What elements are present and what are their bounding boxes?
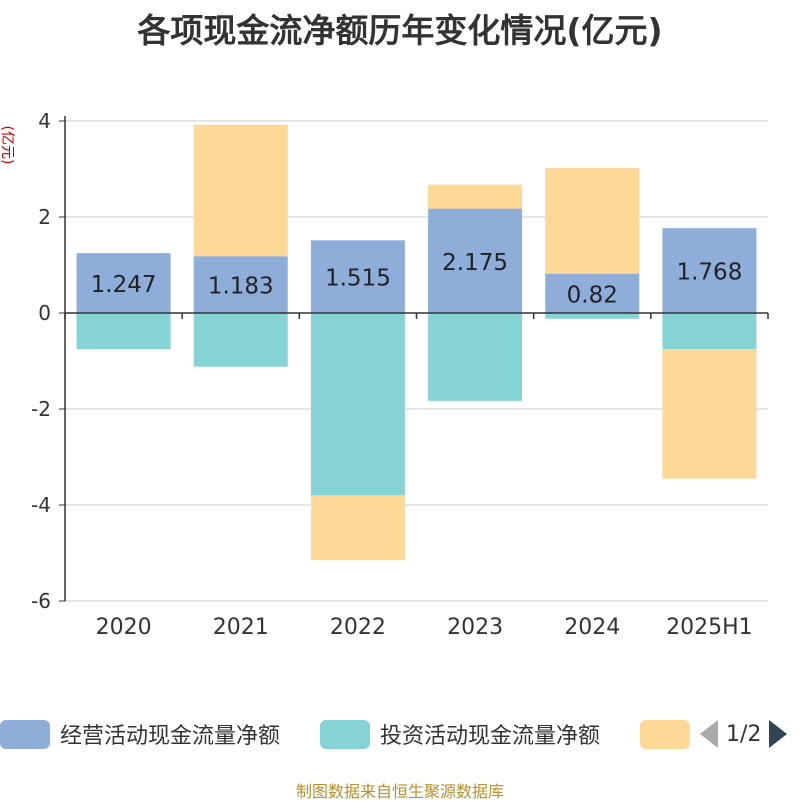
legend-label-operating: 经营活动现金流量净额 [60, 724, 281, 749]
bar-operating-2023[interactable] [428, 208, 523, 313]
bar-investing-2020[interactable] [76, 313, 171, 349]
legend-swatch-investing [320, 719, 370, 749]
y-tick-label: 4 [38, 109, 51, 133]
data-labels: 1.247 1.183 1.515 2.175 0.82 1.768 [91, 250, 743, 309]
bar-financing-2024[interactable] [545, 168, 640, 274]
legend-item-operating[interactable]: 经营活动现金流量净额 [0, 716, 280, 752]
bar-financing-2025H1[interactable] [662, 349, 757, 479]
data-label-operating-2020: 1.247 [91, 272, 157, 298]
x-tick-label: 2022 [330, 615, 386, 640]
x-tick-label: 2021 [213, 615, 269, 640]
bar-operating-2025H1[interactable] [662, 228, 757, 313]
x-tick-label: 2020 [96, 615, 152, 640]
y-axis-unit-label: (亿元) [0, 126, 15, 165]
data-label-operating-2022: 1.515 [325, 266, 391, 292]
bar-operating-2022[interactable] [310, 240, 405, 313]
x-tick-label: 2023 [447, 615, 503, 640]
legend-item-financing[interactable] [640, 716, 690, 752]
bar-investing-2024[interactable] [545, 313, 640, 319]
y-tick-label: 2 [38, 205, 51, 229]
y-tick-label: -4 [31, 493, 51, 517]
legend-next-page-icon[interactable] [769, 720, 788, 748]
data-label-operating-2024: 0.82 [567, 282, 618, 308]
bar-financing-2023[interactable] [428, 184, 523, 209]
axes: 4 2 0 -2 -4 -6 2020 2021 2022 2023 2024 2025H1 [31, 109, 769, 640]
bar-investing-2025H1[interactable] [662, 313, 757, 349]
grid-lines [65, 120, 768, 602]
data-label-operating-2025H1: 1.768 [676, 260, 742, 286]
legend-swatch-operating [0, 719, 50, 749]
data-label-operating-2023: 2.175 [442, 250, 508, 276]
bar-investing-2021[interactable] [193, 313, 288, 367]
bar-financing-2021[interactable] [193, 124, 288, 257]
x-tick-label: 2025H1 [666, 615, 753, 640]
bars [76, 124, 757, 561]
legend-swatch-financing [640, 719, 690, 749]
y-tick-label: 0 [38, 301, 51, 325]
legend-page-indicator: 1/2 [726, 721, 762, 747]
bar-investing-2023[interactable] [428, 313, 523, 401]
y-tick-label: -6 [31, 589, 51, 613]
legend-prev-page-icon[interactable] [700, 720, 718, 748]
x-tick-label: 2024 [564, 615, 620, 640]
data-label-operating-2021: 1.183 [208, 274, 274, 300]
source-note: 制图数据来自恒生聚源数据库 [295, 782, 504, 801]
bar-financing-2022[interactable] [310, 495, 405, 561]
legend-label-investing: 投资活动现金流量净额 [380, 724, 601, 749]
bar-operating-2021[interactable] [193, 256, 288, 313]
bar-investing-2022[interactable] [310, 313, 405, 496]
y-tick-label: -2 [31, 397, 51, 421]
legend-item-investing[interactable]: 投资活动现金流量净额 [320, 716, 600, 752]
bar-operating-2024[interactable] [545, 273, 640, 313]
chart-title: 各项现金流净额历年变化情况(亿元) [137, 11, 663, 50]
legend-pager: 1/2 [700, 716, 788, 752]
bar-operating-2020[interactable] [76, 253, 171, 313]
